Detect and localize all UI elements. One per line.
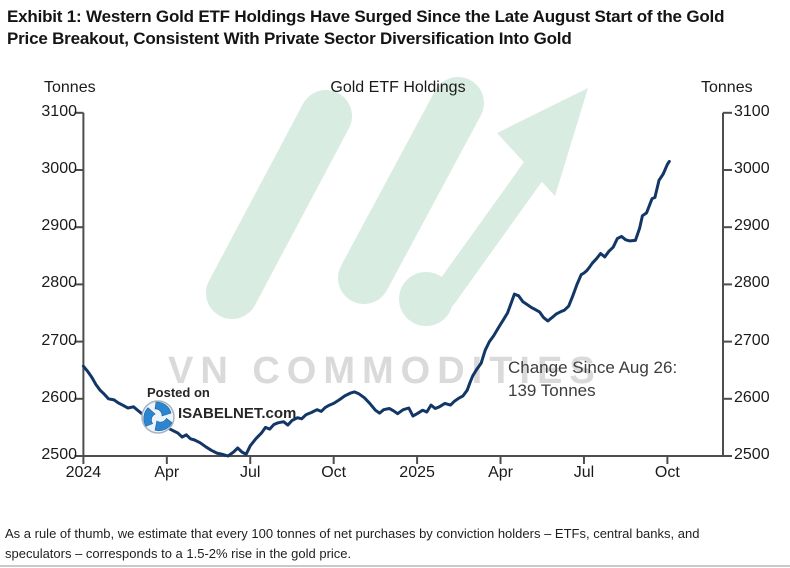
bottom-divider (0, 565, 790, 567)
x-axis-tick-label: 2024 (65, 464, 102, 481)
change-annotation: Change Since Aug 26: 139 Tonnes (508, 356, 677, 403)
watermark-text: VN COMMODITIES (168, 350, 602, 392)
exhibit-title-line1: Exhibit 1: Western Gold ETF Holdings Hav… (7, 7, 725, 26)
exhibit-title: Exhibit 1: Western Gold ETF Holdings Hav… (7, 6, 787, 51)
y-axis-tick-label: 2900 (41, 217, 77, 235)
y-axis-tick-label: 3000 (41, 160, 77, 177)
y-axis-tick-label: 2800 (41, 274, 77, 292)
y-axis-tick-label: 2800 (734, 274, 770, 292)
source-label: ISABELNET.com (178, 405, 297, 422)
x-axis-tick-label: 2025 (399, 464, 435, 481)
y-axis-tick-label: 3000 (734, 160, 770, 177)
x-axis-tick-label: Jul (573, 464, 595, 481)
y-axis-tick-label: 3100 (734, 102, 770, 120)
y-axis-tick-label: 2600 (41, 388, 77, 406)
x-axis-tick-label: Apr (154, 464, 180, 481)
footnote: As a rule of thumb, we estimate that eve… (5, 524, 787, 564)
y-axis-tick-label: 2700 (734, 331, 770, 349)
watermark-slash-2 (338, 77, 484, 304)
y-axis-tick-label: 2900 (734, 217, 770, 235)
y-axis-tick-label: 2600 (734, 388, 770, 406)
change-annotation-line2: 139 Tonnes (508, 381, 596, 401)
y-axis-tick-label: 2500 (734, 446, 770, 463)
posted-on-label: Posted on (147, 385, 210, 400)
x-axis-tick-label: Apr (488, 464, 513, 481)
isabelnet-logo-icon (140, 399, 176, 435)
gold-etf-holdings-line (81, 159, 671, 458)
x-axis-tick-label: Jul (240, 464, 261, 481)
change-annotation-line1: Change Since Aug 26: (508, 358, 678, 377)
x-axis-tick-label: Oct (321, 464, 347, 481)
watermark-arrow-shaft (431, 149, 553, 309)
axes (74, 111, 732, 464)
footnote-line1: As a rule of thumb, we estimate that eve… (5, 526, 700, 541)
y-axis-tick-label: 2700 (41, 331, 77, 349)
watermark-slash-1 (206, 90, 352, 319)
chart-title: Gold ETF Holdings (330, 79, 466, 96)
y-axis-tick-label: 2500 (41, 446, 77, 463)
y-axis-tick-label: 3100 (41, 102, 77, 120)
left-axis-unit-label: Tonnes (44, 79, 96, 96)
footnote-line2: speculators – corresponds to a 1.5-2% ri… (5, 546, 352, 562)
x-axis-tick-label: Oct (654, 464, 680, 481)
right-axis-unit-label: Tonnes (701, 79, 753, 96)
watermark-arrow-head (497, 88, 588, 196)
exhibit-title-line2: Price Breakout, Consistent With Private … (7, 29, 572, 49)
